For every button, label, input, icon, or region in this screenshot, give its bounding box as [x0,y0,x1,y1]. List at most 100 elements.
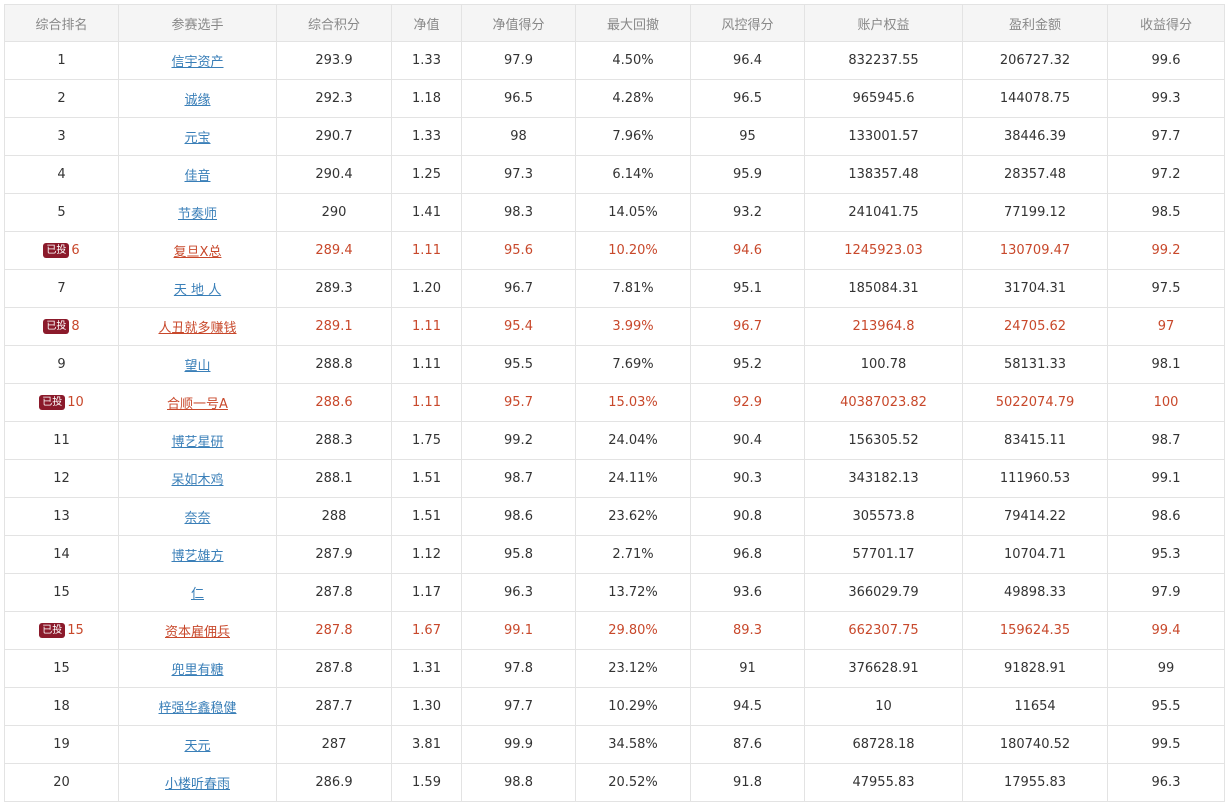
cell-rank: 已投 15 [4,611,119,650]
cell-player: 呆如木鸡 [118,459,277,498]
cell-nav-score: 96.3 [461,573,576,612]
header-account-equity: 账户权益 [804,4,963,42]
cell-total-score: 286.9 [276,763,392,802]
cell-risk-score: 96.4 [690,41,805,80]
table-row: 13 奈奈 288 1.51 98.6 23.62% 90.8 305573.8 79414.2… [4,497,1225,536]
player-link[interactable]: 资本雇佣兵 [164,625,230,640]
cell-player: 资本雇佣兵 [118,611,277,650]
cell-max-drawdown: 2.71% [575,535,691,574]
cell-risk-score: 90.3 [690,459,805,498]
cell-account-equity: 133001.57 [804,117,963,156]
table-row: 已投 6 复旦X总 289.4 1.11 95.6 10.20% 94.6 1245923.03… [4,231,1225,270]
rank-value: 19 [53,737,70,752]
player-link[interactable]: 合顺一号A [167,397,228,412]
rank-value: 18 [53,699,70,714]
cell-nav-score: 98 [461,117,576,156]
cell-total-score: 287 [276,725,392,764]
cell-max-drawdown: 23.62% [575,497,691,536]
cell-risk-score: 96.5 [690,79,805,118]
cell-rank: 15 [4,649,119,688]
player-link[interactable]: 梓强华鑫稳健 [158,701,237,716]
cell-return-score: 98.6 [1107,497,1225,536]
player-link[interactable]: 仁 [190,587,204,602]
cell-risk-score: 92.9 [690,383,805,422]
player-link[interactable]: 天元 [184,739,211,754]
cell-return-score: 99.1 [1107,459,1225,498]
player-link[interactable]: 诚缘 [184,93,211,108]
player-link[interactable]: 人丑就多赚钱 [158,321,237,336]
table-row: 15 仁 287.8 1.17 96.3 13.72% 93.6 366029.79 49898… [4,573,1225,612]
cell-player: 天元 [118,725,277,764]
player-link[interactable]: 节奏师 [177,207,217,222]
cell-account-equity: 241041.75 [804,193,963,232]
cell-rank: 12 [4,459,119,498]
cell-max-drawdown: 29.80% [575,611,691,650]
player-link[interactable]: 呆如木鸡 [171,473,224,488]
cell-risk-score: 95.9 [690,155,805,194]
player-link[interactable]: 兜里有糖 [171,663,224,678]
cell-account-equity: 1245923.03 [804,231,963,270]
cell-profit-amount: 111960.53 [962,459,1108,498]
cell-max-drawdown: 24.11% [575,459,691,498]
cell-nav: 1.11 [391,345,462,384]
player-link[interactable]: 望山 [184,359,211,374]
invested-badge: 已投 [39,623,66,638]
cell-nav: 1.11 [391,231,462,270]
cell-total-score: 290.7 [276,117,392,156]
player-link[interactable]: 奈奈 [184,511,211,526]
table-row: 5 节奏师 290 1.41 98.3 14.05% 93.2 241041.75 77199.… [4,193,1225,232]
cell-player: 奈奈 [118,497,277,536]
cell-profit-amount: 49898.33 [962,573,1108,612]
rank-value: 1 [57,53,66,68]
cell-rank: 已投 6 [4,231,119,270]
cell-nav: 3.81 [391,725,462,764]
cell-profit-amount: 58131.33 [962,345,1108,384]
cell-risk-score: 91 [690,649,805,688]
cell-return-score: 97.9 [1107,573,1225,612]
table-row: 19 天元 287 3.81 99.9 34.58% 87.6 68728.18 180740.… [4,725,1225,764]
cell-max-drawdown: 7.96% [575,117,691,156]
cell-return-score: 99 [1107,649,1225,688]
cell-account-equity: 366029.79 [804,573,963,612]
cell-max-drawdown: 10.29% [575,687,691,726]
cell-account-equity: 10 [804,687,963,726]
cell-total-score: 287.7 [276,687,392,726]
cell-risk-score: 87.6 [690,725,805,764]
cell-account-equity: 832237.55 [804,41,963,80]
cell-rank: 13 [4,497,119,536]
cell-return-score: 99.2 [1107,231,1225,270]
cell-nav: 1.11 [391,307,462,346]
player-link[interactable]: 博艺星研 [171,435,224,450]
player-link[interactable]: 复旦X总 [173,245,222,260]
cell-rank: 11 [4,421,119,460]
cell-total-score: 287.8 [276,611,392,650]
table-body: 1 信宇资产 293.9 1.33 97.9 4.50% 96.4 832237.55 2067… [4,41,1225,802]
rank-value: 10 [67,395,84,410]
player-link[interactable]: 佳音 [184,169,211,184]
cell-account-equity: 47955.83 [804,763,963,802]
cell-profit-amount: 17955.83 [962,763,1108,802]
cell-nav-score: 96.5 [461,79,576,118]
cell-profit-amount: 79414.22 [962,497,1108,536]
header-nav-score: 净值得分 [461,4,576,42]
player-link[interactable]: 信宇资产 [171,55,224,70]
rank-value: 15 [53,661,70,676]
cell-rank: 7 [4,269,119,308]
header-total-score: 综合积分 [276,4,392,42]
cell-profit-amount: 206727.32 [962,41,1108,80]
cell-nav-score: 98.7 [461,459,576,498]
cell-max-drawdown: 14.05% [575,193,691,232]
table-row: 15 兜里有糖 287.8 1.31 97.8 23.12% 91 376628.91 9182… [4,649,1225,688]
cell-profit-amount: 130709.47 [962,231,1108,270]
rank-value: 15 [53,585,70,600]
cell-return-score: 97.2 [1107,155,1225,194]
player-link[interactable]: 天 地 人 [173,283,222,298]
cell-max-drawdown: 3.99% [575,307,691,346]
player-link[interactable]: 元宝 [184,131,211,146]
cell-max-drawdown: 7.69% [575,345,691,384]
cell-rank: 14 [4,535,119,574]
player-link[interactable]: 小楼听春雨 [164,777,230,792]
cell-nav: 1.12 [391,535,462,574]
player-link[interactable]: 博艺雄方 [171,549,224,564]
header-profit-amount: 盈利金额 [962,4,1108,42]
